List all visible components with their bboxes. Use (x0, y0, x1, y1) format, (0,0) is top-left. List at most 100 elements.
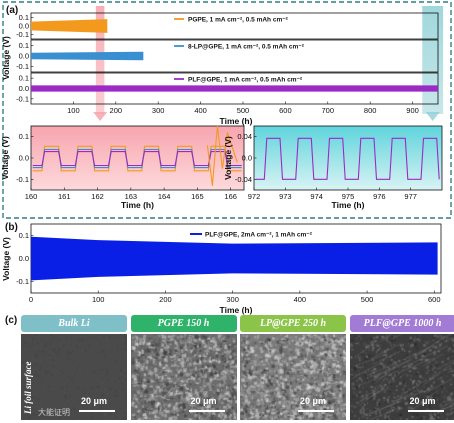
photo-title-1: PGPE 150 h (130, 315, 237, 332)
x-tick-label: 0 (29, 295, 33, 304)
series-band-2 (31, 85, 438, 92)
x-tick-label: 300 (152, 106, 165, 115)
x-tick-label: 972 (248, 192, 261, 201)
x-axis-label: Time (h) (121, 200, 154, 210)
x-tick-label: 975 (342, 192, 355, 201)
sem-image-0 (21, 334, 127, 420)
y-axis-label: Voltage (V) (1, 237, 11, 281)
scale-bar-0 (79, 410, 115, 412)
photo-title-0: Bulk Li (21, 315, 127, 332)
scale-bar-2 (298, 410, 334, 412)
x-tick-label: 500 (237, 106, 250, 115)
x-tick-label: 973 (279, 192, 292, 201)
legend-label-1: 8-LP@GPE, 1 mA cm⁻², 0.5 mAh cm⁻² (188, 43, 305, 50)
sem-side-label: Li foil surface (23, 361, 33, 415)
x-tick-label: 976 (373, 192, 386, 201)
y-tick-label: 0.0 (19, 84, 29, 93)
panel-a-frame (2, 1, 452, 219)
y-tick-label: -0.1 (16, 277, 29, 286)
scale-bar-label-2: 20 μm (300, 396, 327, 406)
x-axis-label: Time (h) (332, 200, 365, 210)
series-band-1 (31, 51, 144, 61)
legend-label-0: PGPE, 1 mA cm⁻², 0.5 mAh cm⁻² (188, 16, 289, 23)
y-axis-label: Voltage (V) (0, 136, 10, 180)
scale-bar-label-3: 20 μm (409, 396, 436, 406)
x-tick-label: 700 (322, 106, 335, 115)
y-axis-label: Voltage (V) (223, 136, 233, 180)
y-tick-label: 0.1 (19, 231, 29, 240)
sem-image-1 (130, 334, 237, 420)
series-band (31, 236, 438, 281)
inset-series-1 (32, 148, 242, 169)
highlight-arrow-0 (93, 112, 108, 121)
photo-title-3: PLF@GPE 1000 h (349, 315, 454, 332)
watermark: 大能证明 (38, 408, 70, 417)
inset-series-0 (255, 137, 440, 180)
y-tick-label: 0.1 (19, 41, 29, 50)
sem-image-3 (349, 334, 454, 420)
inset-series-0 (32, 145, 242, 172)
sem-image-2 (240, 334, 346, 420)
y-tick-label: -0.1 (16, 175, 29, 184)
highlight-band-0 (95, 6, 105, 114)
x-tick-label: 400 (294, 295, 307, 304)
y-tick-label: -0.1 (16, 62, 29, 71)
x-tick-label: 165 (191, 192, 204, 201)
x-tick-label: 100 (67, 106, 80, 115)
x-axis-label: Time (h) (220, 305, 253, 315)
inset-series-2 (32, 151, 242, 167)
x-tick-label: 300 (226, 295, 239, 304)
y-tick-label: 0.1 (19, 74, 29, 83)
y-axis-label: Voltage (V) (1, 36, 11, 80)
y-tick-label: 0.0 (19, 52, 29, 61)
x-tick-label: 100 (92, 295, 105, 304)
chart-b: (b)0.1 0.0 -0.10 100 200 300 400 500 600 PLF@GPE,… (1, 222, 442, 315)
y-tick-label: 0.0 (19, 154, 29, 163)
legend-label: PLF@GPE, 2mA cm⁻², 1 mAh cm⁻² (205, 232, 313, 239)
scale-bar-1 (188, 410, 225, 412)
panel-c-label: (c) (5, 315, 17, 326)
inset-spike (206, 125, 238, 186)
x-tick-label: 977 (404, 192, 417, 201)
x-tick-label: 800 (364, 106, 377, 115)
y-tick-label: 0.0 (19, 254, 29, 263)
highlight-arrow-1 (425, 112, 440, 121)
panel-a-label: (a) (6, 5, 18, 16)
x-tick-label: 200 (159, 295, 172, 304)
inset-frame (253, 125, 443, 191)
x-tick-label: 166 (224, 192, 237, 201)
x-tick-label: 164 (158, 192, 171, 201)
chart-a-inset-right: 0.04 0.0 -0.04 972 973 974 975 976 977 Time (h) Vo… (223, 125, 443, 210)
x-tick-label: 600 (428, 295, 441, 304)
legend-label-2: PLF@GPE, 1 mA cm⁻², 0.5 mAh cm⁻² (188, 76, 303, 83)
x-tick-label: 163 (125, 192, 138, 201)
y-tick-label: 0.1 (19, 13, 29, 22)
y-tick-label: 0.0 (19, 22, 29, 31)
x-tick-label: 161 (58, 192, 71, 201)
highlight-band-1 (422, 6, 444, 114)
x-tick-label: 400 (194, 106, 207, 115)
scale-bar-label-1: 20 μm (190, 396, 217, 406)
scale-bar-label-0: 20 μm (81, 396, 108, 406)
x-axis-label: Time (h) (220, 116, 253, 126)
scale-bar-3 (407, 410, 444, 412)
y-tick-label: 0.0 (242, 154, 252, 163)
photo-title-2: LP@GPE 250 h (240, 315, 346, 332)
y-tick-label: -0.04 (235, 175, 252, 184)
y-tick-label: -0.1 (16, 30, 29, 39)
x-tick-label: 500 (361, 295, 374, 304)
series-band-0 (31, 19, 108, 33)
x-tick-label: 162 (91, 192, 104, 201)
y-tick-label: 0.1 (19, 132, 29, 141)
y-tick-label: 0.04 (237, 132, 252, 141)
x-tick-label: 160 (25, 192, 38, 201)
chart-a-inset-left: 0.1 0.0 -0.1 160 161 162 163 164 165 166 Time (h) V… (0, 125, 245, 210)
x-tick-label: 600 (279, 106, 292, 115)
x-tick-label: 200 (110, 106, 123, 115)
x-tick-label: 900 (406, 106, 419, 115)
y-tick-label: -0.1 (16, 94, 29, 103)
x-tick-label: 974 (310, 192, 323, 201)
panel-b-label: (b) (5, 222, 18, 233)
